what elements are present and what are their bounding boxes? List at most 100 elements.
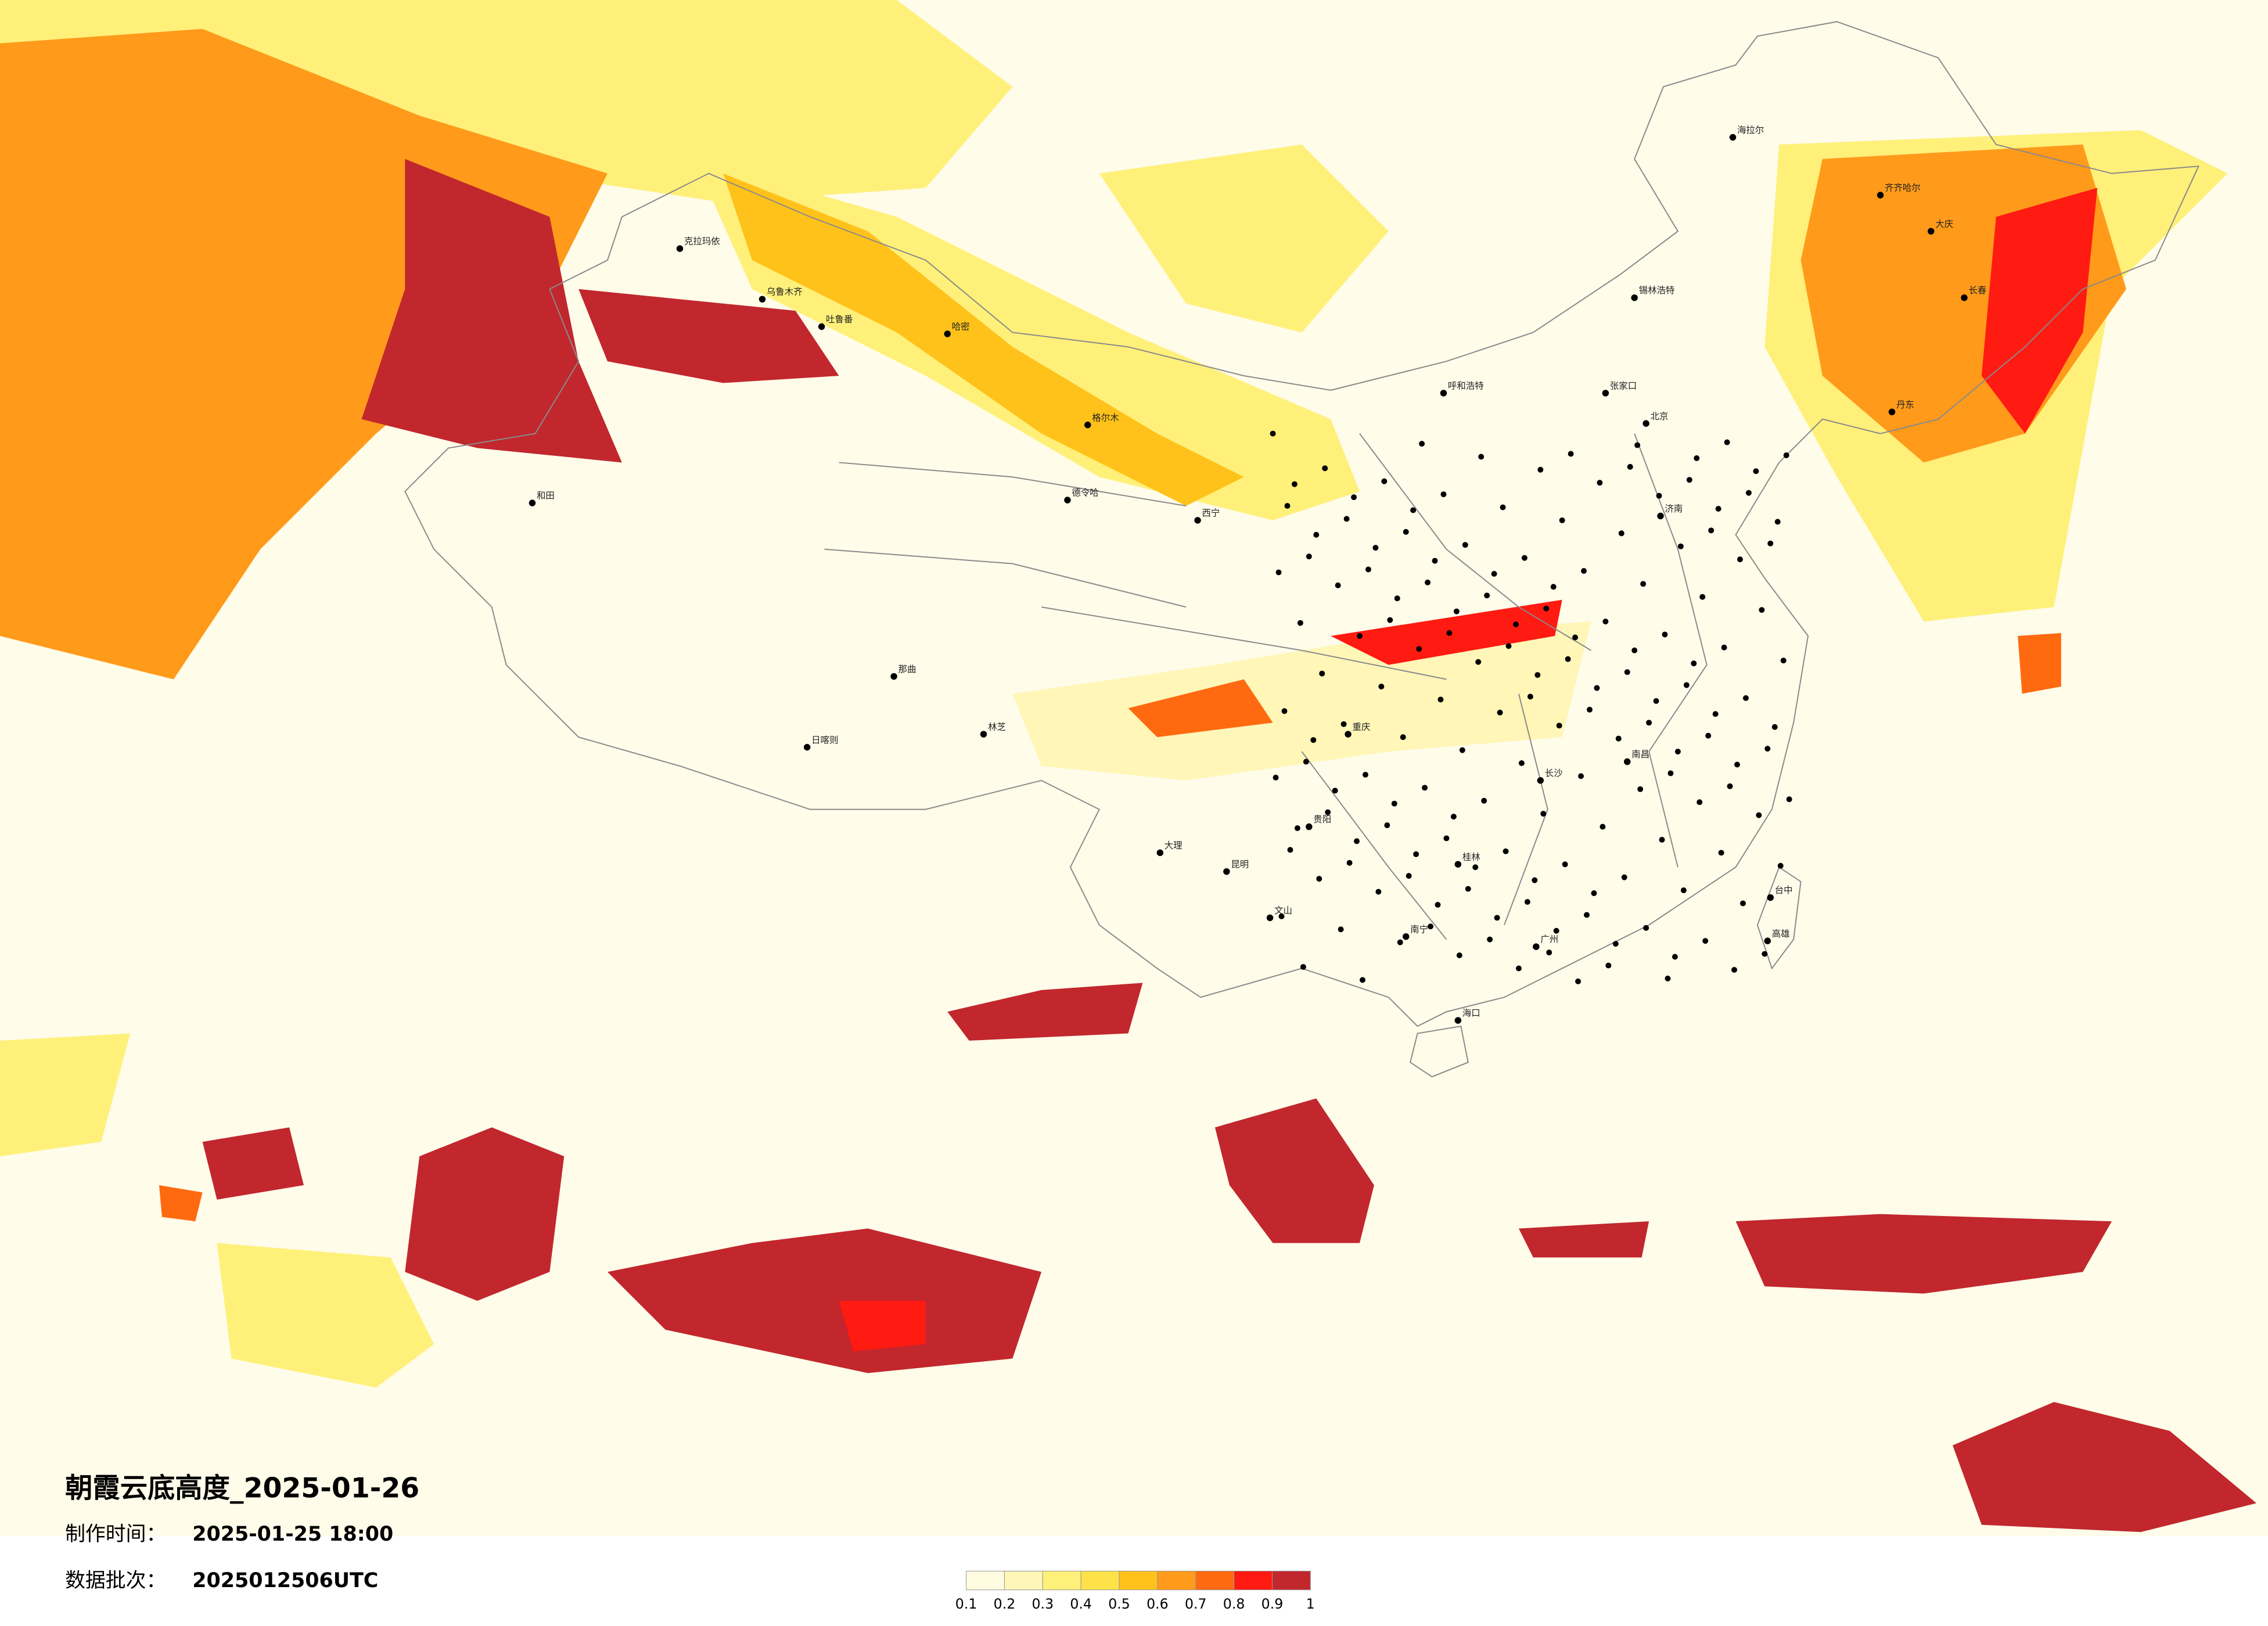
cloud-area bbox=[1099, 144, 1389, 333]
city-dot bbox=[1306, 823, 1313, 830]
cloud-area bbox=[2018, 633, 2061, 694]
city-dot bbox=[1618, 530, 1624, 537]
city-dot bbox=[1686, 477, 1692, 483]
city-dot bbox=[1459, 747, 1465, 753]
city-dot bbox=[1503, 848, 1509, 854]
city-dot bbox=[1375, 888, 1382, 895]
cloud-area bbox=[361, 159, 622, 463]
city-dot bbox=[1556, 722, 1562, 729]
city-dot bbox=[1584, 912, 1590, 918]
city-dot bbox=[1351, 494, 1357, 501]
city-dot bbox=[1731, 967, 1738, 973]
cloud-area bbox=[1128, 679, 1273, 738]
city-dot bbox=[1287, 847, 1293, 853]
city-dot bbox=[1450, 814, 1457, 820]
city-dot bbox=[1310, 737, 1317, 743]
city-dot bbox=[1634, 442, 1641, 448]
legend-tick-label: 1 bbox=[1306, 1596, 1315, 1612]
city-dot bbox=[1456, 952, 1462, 959]
taiwan-outline bbox=[1756, 866, 1802, 970]
city-label: 吐鲁番 bbox=[826, 314, 853, 325]
legend-tick-label: 0.6 bbox=[1146, 1596, 1169, 1612]
city-dot bbox=[1273, 775, 1279, 780]
city-dot bbox=[1410, 507, 1417, 513]
city-dot bbox=[1624, 669, 1630, 675]
cloud-area bbox=[1953, 1402, 2257, 1533]
cloud-field bbox=[0, 0, 2257, 1533]
city-label: 广州 bbox=[1540, 934, 1558, 945]
city-dot bbox=[1475, 659, 1482, 665]
city-dot bbox=[1961, 294, 1968, 301]
city-dot bbox=[1674, 749, 1681, 755]
city-dot bbox=[1270, 430, 1276, 437]
city-dot bbox=[1888, 408, 1896, 416]
city-dot bbox=[980, 731, 987, 738]
city-label: 呼和浩特 bbox=[1448, 381, 1484, 391]
city-label: 南宁 bbox=[1410, 924, 1428, 934]
city-label: 长春 bbox=[1968, 285, 1986, 296]
city-dot bbox=[1572, 634, 1579, 641]
city-label: 南昌 bbox=[1631, 749, 1649, 760]
country-outline bbox=[404, 21, 2200, 1027]
batch: 2025012506UTC bbox=[192, 1569, 378, 1592]
city-label: 台中 bbox=[1775, 885, 1793, 895]
city-dot bbox=[1372, 545, 1379, 551]
cloud-area bbox=[405, 1127, 565, 1301]
city-dot bbox=[1440, 390, 1447, 397]
city-dot bbox=[1624, 758, 1631, 765]
city-dot bbox=[1928, 228, 1935, 235]
city-label: 格尔木 bbox=[1092, 412, 1119, 423]
city-dot bbox=[1297, 620, 1303, 626]
city-dot bbox=[1362, 772, 1368, 778]
cloud-area bbox=[947, 983, 1143, 1041]
cloud-area bbox=[1012, 621, 1591, 780]
city-dot bbox=[1543, 605, 1550, 611]
cloud-area bbox=[839, 1301, 926, 1352]
city-dot bbox=[1378, 684, 1385, 690]
city-dot bbox=[1581, 568, 1587, 574]
city-dot bbox=[1156, 849, 1164, 857]
cloud-area bbox=[1735, 1214, 2112, 1294]
city-dot bbox=[1387, 617, 1393, 623]
legend-swatch bbox=[1080, 1570, 1120, 1591]
city-dot bbox=[1284, 503, 1291, 509]
city-dot bbox=[818, 323, 825, 330]
city-dot bbox=[1646, 720, 1652, 726]
city-dot bbox=[1742, 695, 1749, 702]
city-dot bbox=[1637, 786, 1644, 792]
province-outline bbox=[824, 433, 1708, 940]
city-dot bbox=[1597, 480, 1603, 486]
city-label: 海口 bbox=[1462, 1008, 1480, 1019]
city-dot bbox=[1413, 851, 1419, 857]
city-dot bbox=[1771, 724, 1778, 730]
city-dot bbox=[1659, 837, 1665, 843]
city-dot bbox=[1478, 454, 1485, 460]
city-dot bbox=[1406, 873, 1412, 879]
city-label: 西宁 bbox=[1202, 508, 1220, 519]
city-label: 文山 bbox=[1274, 905, 1292, 916]
city-dot bbox=[1724, 439, 1730, 445]
city-dot bbox=[1453, 608, 1460, 614]
city-dot bbox=[1419, 441, 1425, 447]
city-dot bbox=[1325, 809, 1331, 815]
city-dot bbox=[944, 330, 951, 337]
city-dot bbox=[1294, 825, 1300, 832]
city-label: 锡林浩特 bbox=[1639, 285, 1675, 296]
city-dot bbox=[1602, 390, 1609, 397]
city-dot bbox=[1657, 512, 1664, 520]
city-dot bbox=[1497, 710, 1503, 715]
city-dot bbox=[1667, 770, 1674, 776]
city-label: 高雄 bbox=[1772, 929, 1790, 939]
city-dot bbox=[1515, 965, 1522, 972]
city-dot bbox=[1627, 463, 1633, 470]
made-time: 2025-01-25 18:00 bbox=[192, 1523, 393, 1546]
city-dot bbox=[1360, 977, 1365, 983]
cloud-area bbox=[578, 289, 839, 383]
city-dot bbox=[1605, 962, 1612, 969]
city-dot bbox=[1064, 497, 1071, 503]
city-label: 长沙 bbox=[1545, 768, 1563, 779]
city-dot bbox=[1591, 890, 1597, 897]
city-dot bbox=[1533, 943, 1540, 950]
city-dot bbox=[1402, 933, 1410, 940]
city-dot bbox=[1540, 811, 1547, 817]
